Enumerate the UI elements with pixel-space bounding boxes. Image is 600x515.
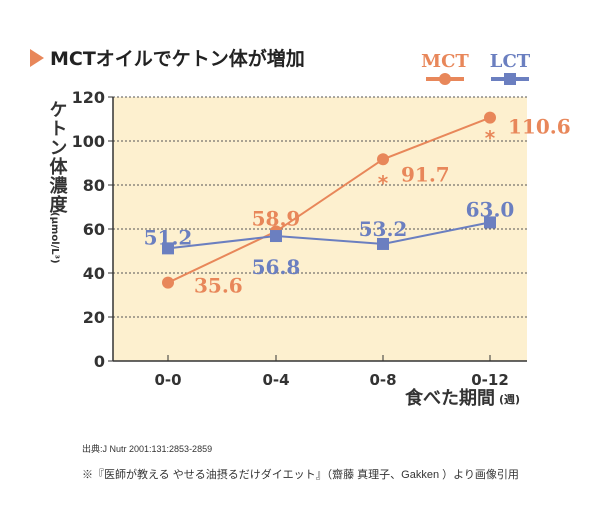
legend-square-icon bbox=[504, 73, 516, 85]
y-tick-label: 120 bbox=[72, 88, 105, 107]
chart-title: MCTオイルでケトン体が増加 bbox=[30, 44, 305, 71]
data-label: 53.2 bbox=[359, 217, 408, 241]
data-label: 35.6 bbox=[194, 274, 243, 298]
x-tick-label: 0-12 bbox=[471, 371, 509, 389]
mct-point bbox=[377, 153, 389, 166]
data-label: 91.7 bbox=[401, 162, 450, 186]
legend-label-lct: LCT bbox=[490, 51, 531, 72]
data-label: 58.9 bbox=[252, 206, 301, 230]
citation-note: ※『医師が教える やせる油摂るだけダイエット』（齋藤 真理子、Gakken ）よ… bbox=[82, 469, 519, 481]
triangle-bullet-icon bbox=[30, 48, 44, 67]
significance-asterisk: * bbox=[378, 171, 389, 195]
y-tick-label: 60 bbox=[83, 220, 105, 239]
mct-point bbox=[162, 276, 174, 289]
y-axis-label: ケトン体濃度 bbox=[47, 100, 68, 214]
data-label: 56.8 bbox=[252, 255, 301, 279]
y-axis-unit: (μmol/L³) bbox=[49, 212, 60, 264]
y-tick-label: 40 bbox=[83, 264, 105, 283]
x-tick-label: 0-8 bbox=[369, 371, 396, 389]
y-tick-label: 80 bbox=[83, 176, 105, 195]
x-tick-label: 0-4 bbox=[262, 371, 289, 389]
data-label: 110.6 bbox=[508, 115, 571, 139]
legend-label-mct: MCT bbox=[421, 51, 469, 72]
y-tick-label: 0 bbox=[94, 352, 105, 371]
mct-point bbox=[484, 111, 496, 124]
lct-point bbox=[377, 237, 389, 250]
lct-point bbox=[484, 216, 496, 229]
title-text: MCTオイルでケトン体が増加 bbox=[50, 48, 305, 70]
lct-point bbox=[270, 230, 282, 243]
legend-circle-icon bbox=[439, 73, 451, 85]
x-tick-label: 0-0 bbox=[154, 371, 181, 389]
y-tick-label: 20 bbox=[83, 308, 105, 327]
y-tick-label: 100 bbox=[72, 132, 105, 151]
lct-point bbox=[162, 242, 174, 255]
x-axis-unit: (週) bbox=[499, 392, 520, 406]
source-text: 出典:J Nutr 2001:131:2853-2859 bbox=[82, 444, 213, 454]
data-label: 51.2 bbox=[144, 225, 193, 249]
significance-asterisk: * bbox=[485, 126, 496, 150]
x-axis-label: 食べた期間 bbox=[404, 387, 495, 409]
line-chart: 0 20 40 60 80 100 120 0-0 0-4 0-8 0-12 ケトン体濃度(μmol/… bbox=[47, 51, 571, 409]
data-label: 63.0 bbox=[466, 197, 515, 221]
series-line-mct bbox=[167, 116, 491, 284]
series-line-lct bbox=[167, 221, 491, 250]
